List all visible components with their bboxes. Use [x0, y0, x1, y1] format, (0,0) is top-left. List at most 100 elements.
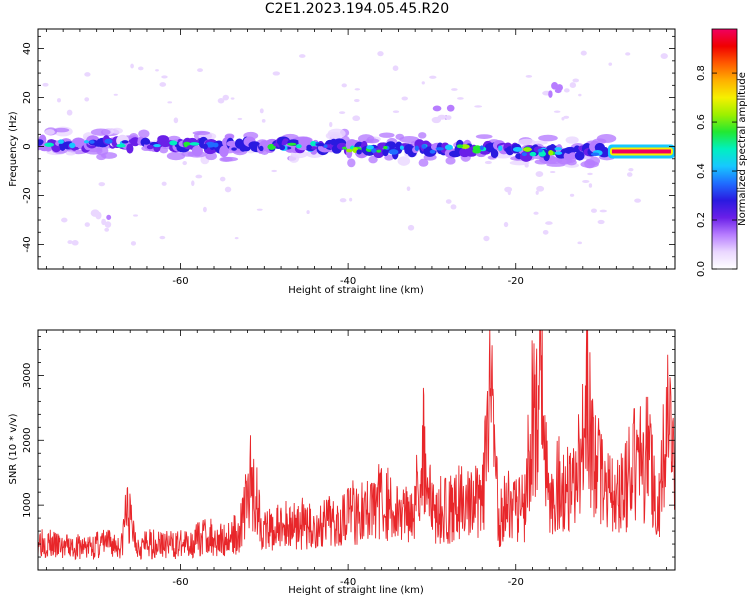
spectrogram-noise-speck [599, 209, 608, 213]
spectrogram-peak [273, 142, 279, 147]
spectrogram-noise-speck [159, 235, 166, 240]
spectrogram-noise-speck [104, 227, 110, 232]
y-tick-label: -40 [22, 236, 33, 252]
x-tick-label: -60 [172, 577, 188, 588]
spectrogram-noise-speck [191, 180, 195, 187]
spectrogram-halo-blob [347, 158, 356, 168]
colorbar-label: Normalized spectral amplitude [737, 72, 748, 226]
y-tick-label: -20 [22, 187, 33, 203]
spectrogram-peak [287, 142, 297, 146]
spectrogram-peak [376, 149, 382, 153]
spectrogram-noise-speck [57, 98, 61, 103]
spectrogram-peak [429, 149, 436, 154]
spectrogram-halo-blob [368, 155, 378, 164]
colorbar-tick-label: 0.0 [696, 261, 707, 277]
spectrogram-secondary-blob [95, 211, 102, 220]
spectrogram-peak [479, 145, 484, 151]
colorbar-tick-label: 0.8 [696, 65, 707, 81]
spectrogram-peak [590, 152, 600, 157]
spectrogram-noise-speck [572, 78, 580, 83]
spectrogram-peak [142, 140, 151, 145]
spectrogram-halo-blob [181, 151, 196, 157]
spectrogram-halo-blob [53, 127, 70, 133]
spectrogram-halo-blob [532, 140, 548, 145]
spectrogram-band-core [611, 149, 671, 154]
spectrogram-halo-blob [475, 134, 493, 139]
spectrogram-peak [460, 144, 470, 149]
spectrogram-halo-blob [325, 131, 343, 140]
spectrogram-noise-speck [130, 63, 134, 69]
spectrogram-peak [498, 145, 503, 151]
y-tick-label: 0 [22, 143, 33, 149]
spectrogram-halo-blob [445, 157, 456, 165]
spectrogram-noise-speck [608, 62, 613, 66]
spectrogram-noise-speck [130, 241, 137, 246]
spectrogram-blob [490, 149, 499, 158]
spectrogram-noise-speck [159, 82, 167, 87]
spectrogram-noise-speck [98, 182, 106, 187]
spectrogram-halo-blob [111, 127, 123, 134]
spectrogram-noise-speck [173, 117, 179, 124]
spectrogram-noise-speck [569, 193, 575, 197]
spectrogram-noise-speck [339, 111, 346, 114]
spectrogram-noise-speck [306, 210, 310, 215]
spectrogram-halo-blob [365, 138, 380, 144]
spectrogram-noise-speck [536, 185, 545, 192]
spectrogram-noise-speck [580, 50, 587, 56]
spectrogram-noise-speck [222, 94, 229, 101]
spectrogram-peak [309, 146, 318, 150]
spectrogram-noise-speck [259, 108, 264, 114]
spectrogram-peak [189, 142, 200, 146]
spectrogram-noise-speck [401, 96, 408, 101]
spectrogram-noise-speck [429, 75, 437, 79]
snr-series-line [38, 330, 675, 561]
spectrogram-noise-speck [261, 119, 266, 123]
spectrogram-noise-speck [113, 93, 118, 96]
spectrogram-noise-speck [569, 82, 577, 89]
spectrogram-peak [295, 144, 302, 149]
spectrogram-noise-speck [406, 186, 411, 192]
spectrogram-peak [121, 140, 129, 144]
colorbar-tick-label: 0.4 [696, 163, 707, 179]
x-tick-label: -20 [508, 276, 524, 287]
spectrogram-halo-blob [101, 152, 118, 159]
spectrogram-noise-speck [533, 211, 539, 215]
spectrogram-halo-blob [418, 158, 429, 167]
spectrogram-noise-speck [67, 240, 73, 245]
spectrogram-noise-speck [133, 214, 138, 217]
x-tick-label: -40 [340, 276, 356, 287]
spectrogram-secondary-blob [84, 222, 90, 227]
spectrogram-noise-speck [660, 53, 668, 60]
spectrogram-halo-blob [538, 134, 558, 142]
spectrogram-x-ticks: -60 -40 -20 [45, 29, 668, 287]
spectrogram-noise-speck [234, 237, 239, 240]
spectrogram-noise-speck [484, 160, 492, 165]
spectrogram-peak [521, 152, 528, 157]
y-tick-label: 1000 [22, 492, 33, 517]
spectrogram-peak [554, 147, 562, 151]
spectrogram-noise-speck [545, 221, 553, 225]
spectrogram-noise-speck [155, 69, 159, 72]
spectrogram-noise-speck [578, 93, 582, 97]
spectrogram-peak [456, 144, 464, 149]
spectrogram-halo-blob [384, 154, 394, 161]
spectrogram-noise-speck [66, 109, 73, 116]
spectrogram-noise-speck [161, 75, 168, 79]
spectrogram-noise-speck [42, 82, 49, 87]
spectrogram-peak [231, 147, 237, 151]
spectrogram-noise-speck [457, 97, 464, 100]
spectrogram-peak [306, 144, 312, 150]
spectrogram-blob [219, 145, 229, 158]
spectrogram-halo-blob [205, 151, 217, 161]
spectrogram-halo-blob [159, 147, 169, 154]
spectrogram-noise-speck [597, 219, 605, 225]
spectrogram-peak [366, 145, 374, 150]
spectrogram-peak [512, 147, 523, 152]
spectrogram-noise-speck [237, 117, 243, 120]
spectrogram-noise-speck [377, 51, 384, 57]
spectrogram-halo-blob [378, 132, 395, 138]
spectrogram-noise-speck [582, 179, 590, 183]
spectrogram-noise-speck [524, 163, 529, 168]
spectrogram-blob [191, 145, 203, 157]
